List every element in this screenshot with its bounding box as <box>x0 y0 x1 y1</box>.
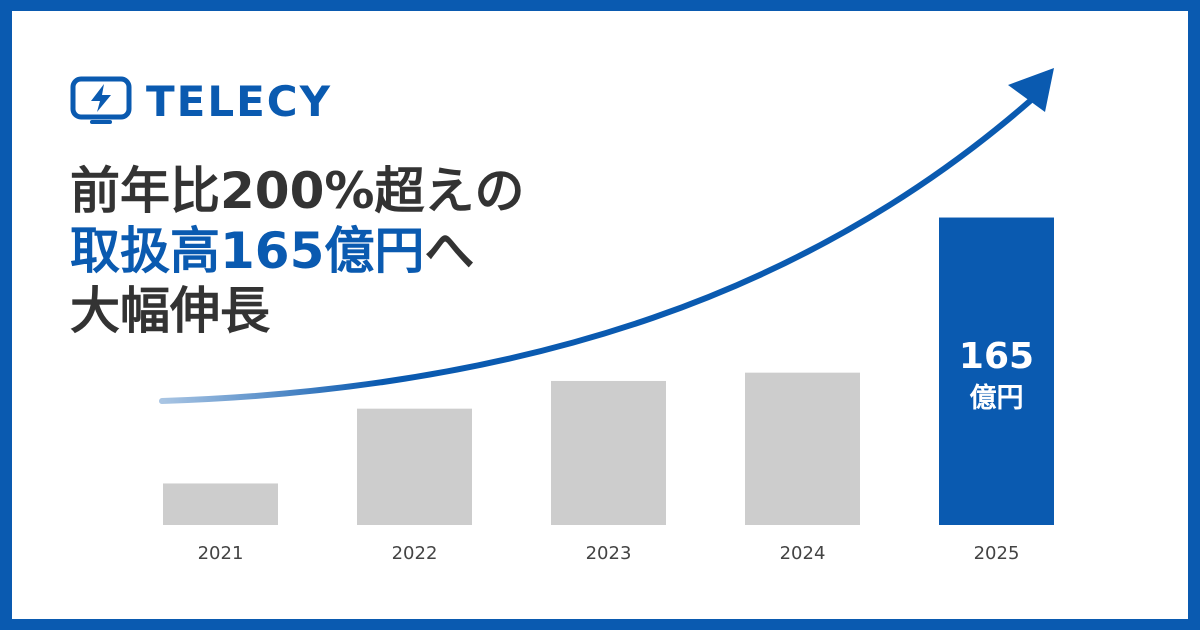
trend-curve <box>159 98 1033 404</box>
brand-name: TELECY <box>146 76 333 126</box>
banner-card: TELECY 前年比200%超えの 取扱高165億円へ 大幅伸長 2021 202… <box>12 11 1188 619</box>
highlight-value-label: 165 <box>959 336 1034 377</box>
revenue-bar-chart: 2021 2022 2023 2024 2025 165 億円 <box>159 68 1054 564</box>
x-tick-label: 2023 <box>586 543 632 564</box>
trend-arrowhead <box>1008 68 1054 112</box>
headline-line-1: 前年比200%超えの <box>70 162 525 220</box>
bar-2022 <box>357 408 472 525</box>
x-tick-label: 2025 <box>974 543 1020 564</box>
bar-2024 <box>745 372 860 525</box>
growth-trend-arrow <box>159 68 1054 404</box>
monitor-bolt-icon <box>70 76 132 124</box>
bar-2023 <box>551 380 666 525</box>
headline-line-3: 大幅伸長 <box>70 282 270 340</box>
headline-tail: へ <box>424 222 475 280</box>
headline-line-2: 取扱高165億円へ <box>70 221 474 281</box>
bar-2025 <box>939 217 1054 525</box>
headline-highlight: 取扱高165億円 <box>70 222 425 280</box>
bar-2021 <box>163 483 278 525</box>
logo: TELECY <box>70 71 332 131</box>
x-tick-label: 2021 <box>198 543 244 564</box>
x-tick-label: 2022 <box>392 543 438 564</box>
x-tick-label: 2024 <box>780 543 826 564</box>
highlight-unit-label: 億円 <box>970 383 1024 414</box>
